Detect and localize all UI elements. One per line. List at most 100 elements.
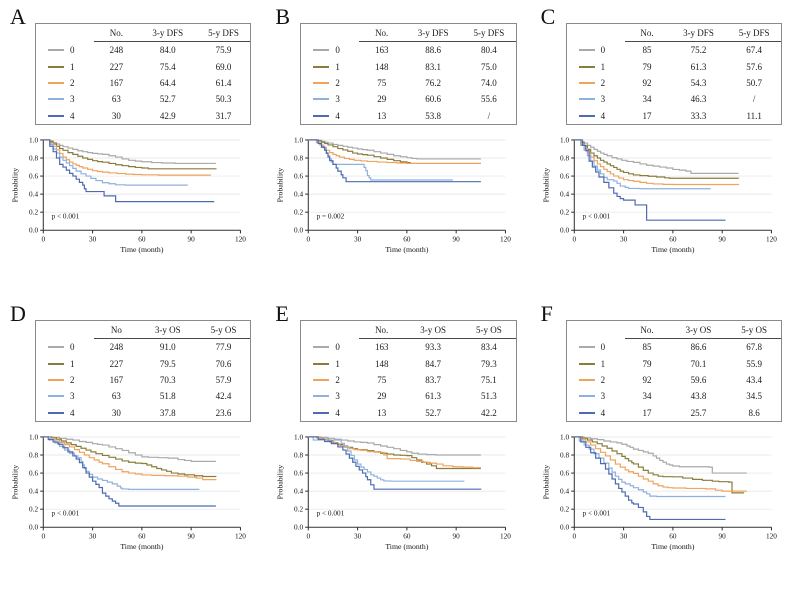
- legend-table-row: 0 248 84.0 75.9: [36, 42, 250, 59]
- km-plot: 0 30 60 90 120 0.0 0.2 0.4 0.6 0.8 1.0 Time (month)…: [539, 431, 786, 555]
- x-tick-label: 0: [307, 236, 311, 244]
- x-tick-label: 30: [89, 236, 97, 244]
- cell-no: 92: [642, 77, 652, 88]
- cell-no: 167: [109, 77, 124, 88]
- x-tick-label: 30: [620, 236, 628, 244]
- legend-line-swatch-icon: [48, 48, 64, 51]
- cell-no: 79: [642, 61, 652, 72]
- group-label: 2: [70, 374, 75, 385]
- x-tick-label: 30: [620, 533, 628, 541]
- cell-3y: 75.2: [690, 45, 707, 56]
- legend-line-swatch-icon: [313, 114, 330, 117]
- legend-table-row: 0 163 88.6 80.4: [301, 42, 515, 59]
- legend-table-header-row: No. 3-y DFS 5-y DFS: [567, 24, 781, 42]
- cell-3y: 64.4: [159, 77, 176, 88]
- legend-key-cell: 1: [567, 355, 625, 371]
- legend-table-row: 3 34 43.8 34.5: [567, 388, 781, 404]
- legend-line-swatch-icon: [313, 378, 330, 381]
- cell-5y: 8.6: [748, 407, 760, 418]
- p-value-label: p < 0.001: [582, 509, 610, 517]
- panel: E No. 3-y OS 5-y OS 0 163 93.3 83.4 1 148 84.7…: [265, 297, 530, 594]
- cell-no: 163: [374, 342, 389, 353]
- y-tick-label: 1.0: [29, 433, 38, 441]
- group-label: 4: [70, 407, 75, 418]
- cell-5y: 75.1: [480, 374, 497, 385]
- legend-table-header-row: No. 3-y DFS 5-y DFS: [301, 24, 516, 42]
- km-curve-group-4: [308, 436, 482, 490]
- cell-no: 85: [642, 342, 652, 353]
- x-tick-label: 90: [718, 236, 726, 244]
- x-tick-label: 0: [41, 236, 45, 244]
- legend-key-cell: 2: [301, 75, 359, 91]
- legend-key-cell: 2: [301, 372, 359, 388]
- x-axis-label: Time (month): [120, 245, 163, 254]
- group-label: 0: [600, 341, 606, 352]
- cell-no: 79: [642, 358, 652, 369]
- x-tick-label: 60: [138, 533, 146, 541]
- legend-table: No. 3-y OS 5-y OS 0 163 93.3 83.4 1 148 84.7 79…: [301, 321, 516, 421]
- cell-3y: 52.7: [425, 407, 441, 418]
- legend-key-cell: 0: [567, 42, 625, 59]
- x-tick-label: 30: [354, 533, 362, 541]
- legend-line-swatch-icon: [578, 411, 595, 414]
- km-plot-svg: 0 30 60 90 120 0.0 0.2 0.4 0.6 0.8 1.0 Time (month)…: [541, 433, 777, 551]
- km-curve-group-0: [308, 139, 482, 160]
- cell-5y: 67.8: [746, 342, 763, 353]
- cell-no: 227: [109, 358, 124, 369]
- cell-no: 227: [109, 61, 124, 72]
- legend-key-cell: 4: [301, 108, 359, 124]
- group-label: 3: [335, 94, 340, 105]
- cell-no: 34: [642, 94, 652, 105]
- group-label: 0: [335, 341, 340, 352]
- legend-table-row: 0 163 93.3 83.4: [301, 339, 515, 356]
- legend-line-swatch-icon: [578, 65, 595, 68]
- legend-key-cell: 3: [36, 388, 94, 404]
- panel: F No. 3-y OS 5-y OS 0 85 86.6 67.8 1 79 70.1 55…: [531, 297, 796, 594]
- x-tick-label: 90: [188, 533, 196, 541]
- y-tick-label: 0.6: [294, 469, 303, 477]
- cell-no: 17: [642, 407, 652, 418]
- cell-no: 30: [111, 110, 121, 121]
- col-5y: 5-y OS: [196, 321, 251, 339]
- cell-5y: 57.6: [746, 61, 763, 72]
- col-legend-blank: [567, 321, 625, 339]
- y-tick-label: 1.0: [560, 136, 569, 144]
- legend-table-header-row: No. 3-y OS 5-y OS: [301, 321, 516, 339]
- km-curve-group-0: [308, 436, 482, 456]
- cell-no: 248: [109, 342, 124, 353]
- group-label: 4: [70, 110, 75, 121]
- y-axis-label: Probability: [276, 465, 285, 500]
- cell-3y: 37.8: [159, 407, 176, 418]
- cell-3y: 59.6: [690, 374, 707, 385]
- x-tick-label: 0: [307, 533, 311, 541]
- legend-table-row: 1 79 61.3 57.6: [567, 58, 781, 74]
- y-tick-label: 0.6: [560, 172, 569, 180]
- x-tick-label: 120: [500, 236, 511, 244]
- panel-label: D: [10, 301, 26, 326]
- y-tick-label: 0.6: [560, 469, 569, 477]
- cell-no: 163: [374, 45, 389, 56]
- cell-5y: /: [752, 94, 756, 105]
- panel: D No 3-y OS 5-y OS 0 248 91.0 77.9 1 227 79.5 7…: [0, 297, 265, 594]
- legend-line-swatch-icon: [48, 114, 64, 117]
- group-label: 1: [70, 61, 75, 72]
- cell-no: 92: [642, 374, 652, 385]
- cell-5y: 67.4: [746, 45, 763, 56]
- legend-table-row: 2 75 76.2 74.0: [301, 75, 515, 91]
- x-tick-label: 120: [235, 533, 246, 541]
- y-axis-label: Probability: [276, 168, 285, 203]
- y-axis-label: Probability: [541, 168, 550, 203]
- legend-line-swatch-icon: [313, 65, 330, 68]
- legend-table-header-row: No. 3-y OS 5-y OS: [567, 321, 781, 339]
- cell-no: 148: [374, 358, 389, 369]
- y-tick-label: 0.0: [29, 524, 38, 532]
- cell-5y: 75.9: [215, 45, 232, 56]
- legend-key-cell: 2: [567, 75, 625, 91]
- km-curve-group-0: [43, 436, 216, 462]
- legend-key-cell: 1: [36, 58, 94, 74]
- y-tick-label: 1.0: [294, 433, 303, 441]
- y-tick-label: 0.2: [560, 506, 569, 514]
- col-legend-blank: [36, 321, 94, 339]
- y-tick-label: 1.0: [29, 136, 38, 144]
